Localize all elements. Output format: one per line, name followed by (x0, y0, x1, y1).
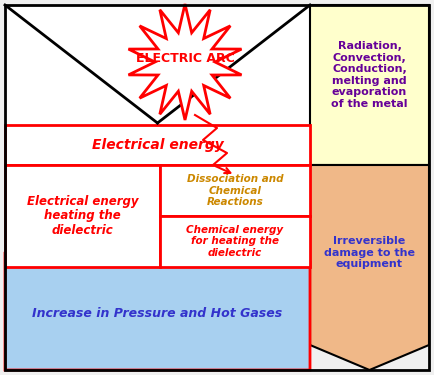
Bar (5, 165, 160, 267)
Bar (5, 5, 310, 370)
Polygon shape (5, 245, 310, 370)
Text: Electrical energy
heating the
dielectric: Electrical energy heating the dielectric (27, 195, 138, 237)
Text: Dissociation and
Chemical
Reactions: Dissociation and Chemical Reactions (187, 174, 283, 207)
Text: Chemical energy
for heating the
dielectric: Chemical energy for heating the dielectr… (187, 225, 283, 258)
Text: Radiation,
Convection,
Conduction,
melting and
evaporation
of the metal: Radiation, Convection, Conduction, melti… (331, 41, 408, 109)
Text: Increase in Pressure and Hot Gases: Increase in Pressure and Hot Gases (33, 307, 283, 320)
Text: ELECTRIC ARC: ELECTRIC ARC (135, 53, 234, 66)
Polygon shape (128, 4, 242, 120)
Bar (310, 5, 429, 165)
Bar (160, 216, 310, 267)
Bar (160, 165, 310, 216)
Bar (5, 125, 310, 165)
Text: Electrical energy: Electrical energy (92, 138, 224, 152)
Polygon shape (310, 165, 429, 370)
Text: Irreversible
damage to the
equipment: Irreversible damage to the equipment (324, 236, 415, 269)
